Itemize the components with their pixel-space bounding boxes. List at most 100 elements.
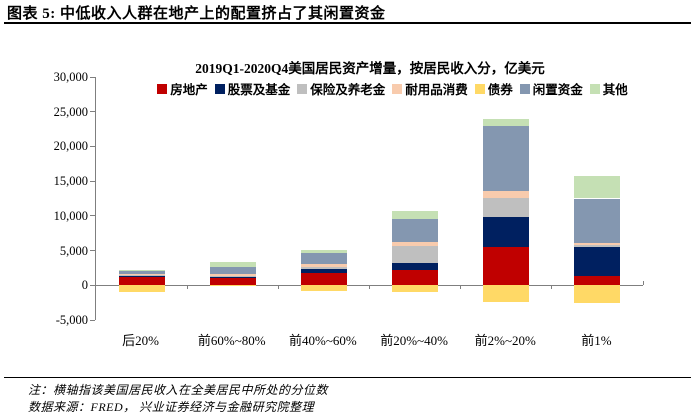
legend-item: 闲置资金 [519,79,583,98]
bar-segment [300,249,347,253]
bar-segment [483,217,530,248]
legend-label: 耐用品消费 [405,83,468,97]
bar-segment [574,242,621,246]
header-rule [4,22,691,24]
x-axis-tick [460,285,462,290]
y-axis-label: 20,000 [53,139,88,154]
y-axis-tick [90,284,95,286]
bar-segment [392,270,439,286]
bar-segment [392,218,439,243]
y-axis-label: -5,000 [55,313,88,327]
legend-item: 耐用品消费 [392,79,468,98]
bar-segment [118,276,165,286]
y-axis-tick [90,250,95,252]
bar-segment [483,285,530,302]
x-axis-tick [186,285,188,290]
footnote-rule [4,377,691,378]
bar-segment [483,191,530,199]
bar-segment [300,253,347,264]
bar-segment [118,269,165,271]
legend-swatch-icon [474,83,485,94]
x-axis-label: 前60%~80% [197,333,266,348]
x-axis-label: 前40%~60% [289,333,357,348]
page-title: 图表 5: 中低收入人群在地产上的配置挤占了其闲置资金 [7,6,386,22]
legend-label: 房地产 [170,83,208,97]
bar-segment [392,242,439,247]
bar-segment [209,277,256,286]
bar-segment [300,267,347,269]
source-text: 数据来源：FRED， 兴业证券经济与金融研究院整理 [28,400,315,414]
legend-swatch-icon [392,83,403,94]
y-axis-label: 5,000 [59,243,88,258]
y-axis-label: 30,000 [53,70,88,84]
legend-swatch-icon [214,83,225,94]
bar-segment [209,285,256,286]
y-axis-tick [90,111,95,113]
bar-segment [574,276,621,286]
y-axis-tick [90,319,95,321]
legend-item: 股票及基金 [214,79,291,98]
legend-label: 其他 [602,83,628,97]
bar-segment [483,118,530,127]
bar-segment [300,272,347,286]
legend-swatch-icon [589,83,600,94]
footnote-text: 注：横轴指该美国居民收入在全美居民中所处的分位数 [28,383,329,397]
y-axis-tick [90,215,95,217]
x-axis-tick [551,285,553,290]
bar-segment [209,273,256,276]
legend-swatch-icon [297,83,308,94]
legend-label: 股票及基金 [227,83,291,97]
y-axis-label: 0 [81,278,88,293]
bar-segment [118,276,165,277]
bar-segment [118,274,165,277]
x-axis-label: 前2%~20% [474,333,536,348]
plot-area [90,76,644,321]
x-axis-label: 前20%~40% [380,333,448,348]
bar-segment [574,198,621,243]
chart-legend: 房地产 股票及基金 保险及养老金 耐用品消费 债券 闲置资金 其他 [95,79,690,98]
bar-segment [392,246,439,264]
bar-segment [392,285,439,293]
bar-segment [209,276,256,278]
bar-segment [574,247,621,277]
y-axis-label: 15,000 [53,174,88,189]
bar-segment [209,266,256,274]
legend-swatch-icon [519,83,530,94]
y-axis-tick [90,76,95,78]
legend-label: 闲置资金 [532,83,583,97]
legend-swatch-icon [157,83,168,94]
bar-segment [392,210,439,219]
bar-segment [483,247,530,286]
bar-segment [574,245,621,248]
y-axis-tick [90,145,95,147]
y-axis-tick [90,180,95,182]
bar-segment [483,126,530,192]
x-axis-label: 前1% [581,333,612,348]
bar-segment [574,175,621,199]
bar-segment [209,275,256,277]
x-axis-tick [369,285,370,290]
x-axis-tick [277,285,279,290]
bar-segment [118,270,165,274]
bar-segment [300,285,347,292]
legend-item: 房地产 [157,79,208,98]
legend-item: 债券 [474,79,513,98]
bar-segment [574,285,621,304]
legend-label: 债券 [487,83,513,97]
y-axis-label: 25,000 [53,104,88,119]
bar-segment [483,198,530,218]
legend-label: 保险及养老金 [310,83,386,97]
legend-item: 其他 [589,79,628,98]
chart-title: 2019Q1-2020Q4美国居民资产增量，按居民收入分，亿美元 [195,61,545,76]
y-axis-label: 10,000 [53,208,88,223]
x-axis-label: 后20% [122,333,159,348]
bar-segment [300,263,347,268]
bar-segment [392,263,439,270]
bar-segment [118,285,165,293]
legend-item: 保险及养老金 [297,79,385,98]
bar-segment [118,273,165,275]
x-axis-tick [642,281,644,286]
bar-segment [209,262,256,267]
bar-segment [300,268,347,273]
